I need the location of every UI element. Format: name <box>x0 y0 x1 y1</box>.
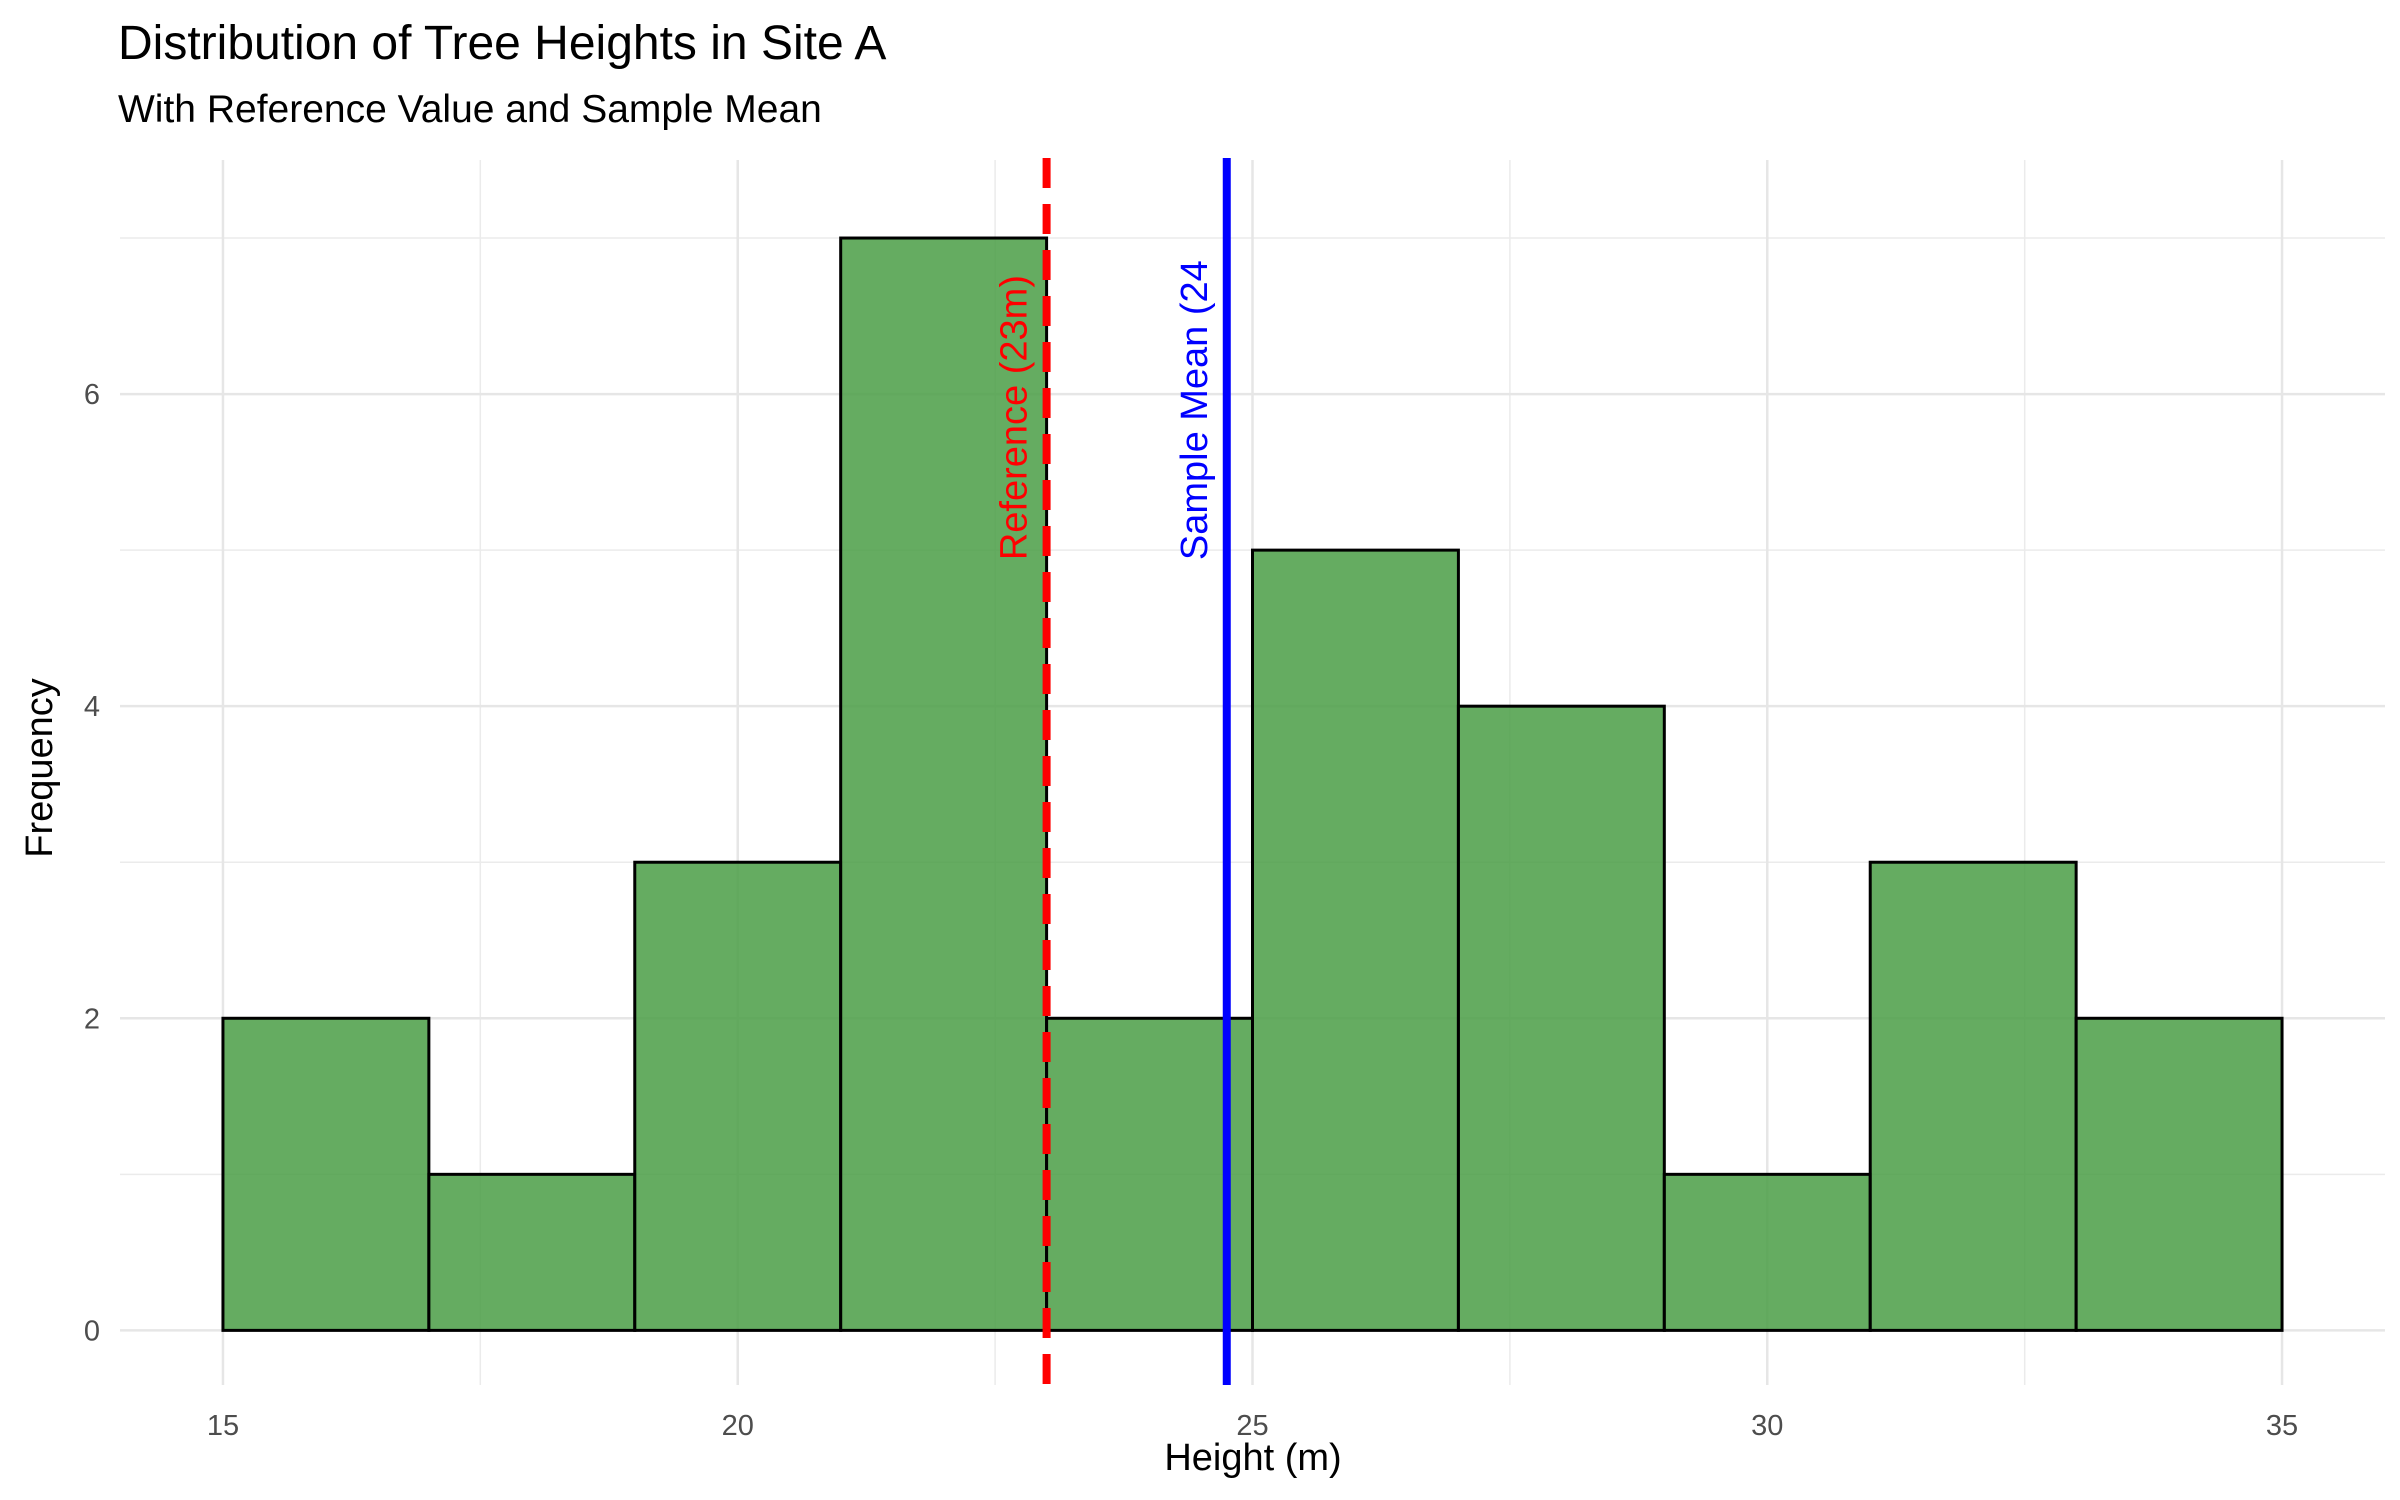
y-tick-label: 6 <box>84 379 100 411</box>
x-tick-label: 15 <box>207 1410 239 1442</box>
histogram-bar <box>2074 1016 2284 1332</box>
y-axis-title: Frequency <box>19 678 61 858</box>
y-tick-label: 2 <box>84 1003 100 1035</box>
histogram-bar <box>1662 1172 1872 1332</box>
y-tick-labels: 0 2 4 6 <box>84 379 100 1347</box>
histogram-bar <box>1045 1016 1255 1332</box>
x-tick-label: 35 <box>2266 1410 2298 1442</box>
x-axis-title: Height (m) <box>1164 1437 1341 1479</box>
histogram-bar <box>1251 548 1460 1332</box>
histogram-bar <box>1456 704 1666 1332</box>
x-tick-labels: 15 20 25 30 35 <box>207 1410 2298 1442</box>
x-tick-label: 25 <box>1236 1410 1268 1442</box>
reference-line-label: Reference (23m) <box>994 275 1036 560</box>
bars-layer <box>221 236 2284 1332</box>
y-tick-label: 0 <box>84 1315 100 1347</box>
x-tick-label: 30 <box>1751 1410 1783 1442</box>
x-tick-label: 20 <box>722 1410 754 1442</box>
chart-title: Distribution of Tree Heights in Site A <box>118 17 887 70</box>
y-tick-label: 4 <box>84 691 100 723</box>
histogram-bar <box>221 1016 431 1332</box>
histogram-bar <box>427 1172 637 1332</box>
histogram-bar <box>633 860 843 1332</box>
reference-lines-layer: Reference (23m) Sample Mean (24 <box>994 158 1231 1385</box>
chart-subtitle: With Reference Value and Sample Mean <box>118 88 822 131</box>
histogram-bar <box>839 236 1049 1332</box>
histogram-bar <box>1868 860 2078 1332</box>
sample-mean-label: Sample Mean (24 <box>1174 260 1216 560</box>
